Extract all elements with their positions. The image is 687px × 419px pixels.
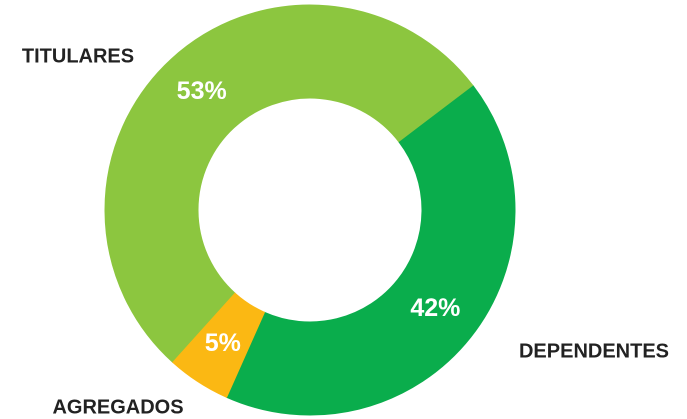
category-label: TITULARES xyxy=(22,45,134,67)
value-label: 53% xyxy=(177,77,227,105)
category-label: DEPENDENTES xyxy=(519,340,669,362)
donut-segment xyxy=(104,4,474,364)
donut-segment xyxy=(172,292,266,398)
value-label: 42% xyxy=(410,294,460,322)
value-label: 5% xyxy=(205,329,241,357)
category-label: AGREGADOS xyxy=(52,396,183,418)
donut-segment xyxy=(225,85,516,416)
